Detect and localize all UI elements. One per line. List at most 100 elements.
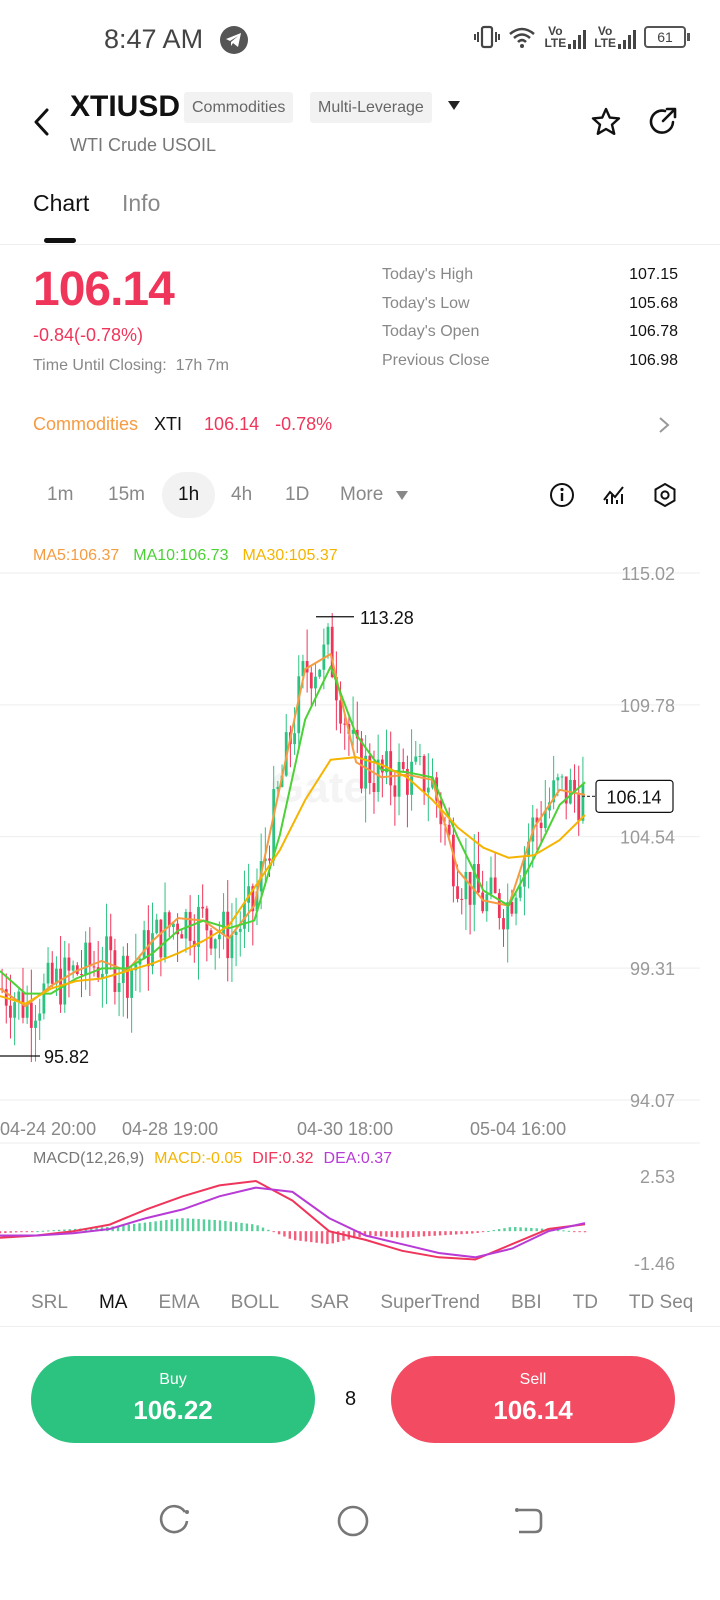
- candle-body: [50, 962, 54, 984]
- recent-apps-icon[interactable]: [159, 1504, 193, 1538]
- candle-body: [205, 908, 209, 931]
- home-icon[interactable]: [336, 1504, 370, 1538]
- candle-body: [217, 934, 221, 940]
- price-chart[interactable]: Gate 115.02 109.78 104.54 99.31 94.07 04-24 …: [0, 540, 720, 1280]
- y-tick-label: 104.54: [620, 828, 675, 848]
- candle-body: [497, 893, 501, 919]
- caret-down-icon[interactable]: [396, 491, 408, 500]
- candle-body: [426, 787, 430, 793]
- candle-body: [201, 906, 205, 909]
- macd-histogram-bar: [465, 1231, 469, 1234]
- macd-histogram-bar: [353, 1231, 356, 1239]
- macd-histogram-bar: [540, 1228, 544, 1232]
- candle-body: [146, 930, 150, 967]
- macd-histogram-bar: [165, 1220, 168, 1232]
- macd-histogram-bar: [567, 1230, 571, 1232]
- candle-body: [573, 779, 576, 794]
- indicator-td-seq[interactable]: TD Seq: [628, 1292, 694, 1313]
- candle-body: [167, 912, 171, 928]
- macd-histogram-bar: [583, 1231, 587, 1233]
- indicator-td[interactable]: TD: [572, 1292, 598, 1313]
- macd-histogram-bar: [374, 1231, 377, 1237]
- timeframe-1m[interactable]: 1m: [47, 484, 74, 505]
- candle-body: [213, 939, 217, 949]
- timeframe-more[interactable]: More: [340, 484, 384, 505]
- y-tick-label: 109.78: [620, 696, 675, 716]
- candle-body: [276, 786, 280, 790]
- buy-price: 106.22: [133, 1395, 213, 1425]
- tab-info[interactable]: Info: [122, 190, 161, 216]
- indicator-selector[interactable]: SRL MA EMA BOLL SAR SuperTrend BBI TD TD…: [0, 1292, 720, 1314]
- sell-label: Sell: [519, 1371, 547, 1388]
- indicator-srl[interactable]: SRL: [31, 1292, 68, 1313]
- macd-legend: MACD(12,26,9) MACD:-0.05 DIF:0.32 DEA:0.…: [33, 1150, 392, 1168]
- candle-body: [468, 871, 472, 905]
- candle-body: [67, 957, 71, 971]
- macd-histogram-bar: [47, 1230, 50, 1232]
- macd-histogram-bar: [127, 1224, 131, 1232]
- timeframe-1d[interactable]: 1D: [285, 484, 310, 505]
- indicator-ma[interactable]: MA: [98, 1292, 128, 1313]
- candle-body: [339, 700, 342, 724]
- timeframe-4h[interactable]: 4h: [231, 484, 253, 505]
- back-arrow-icon[interactable]: [28, 104, 56, 140]
- macd-histogram-bar: [497, 1229, 501, 1232]
- macd-histogram-bar: [315, 1231, 318, 1243]
- macd-histogram-bar: [578, 1231, 581, 1233]
- macd-histogram-bar: [63, 1229, 66, 1232]
- timeframe-15m[interactable]: 15m: [108, 484, 145, 505]
- macd-histogram-bar: [170, 1219, 173, 1232]
- market-change: -0.78%: [275, 414, 333, 434]
- macd-histogram-bar: [175, 1218, 179, 1232]
- macd-histogram-bar: [36, 1231, 39, 1233]
- market-category: Commodities: [33, 414, 139, 434]
- back-nav-icon[interactable]: [511, 1504, 545, 1538]
- candle-body: [71, 965, 75, 971]
- macd-histogram-bar: [240, 1222, 243, 1232]
- macd-histogram-bar: [224, 1220, 227, 1232]
- candle-body: [334, 677, 338, 701]
- macd-histogram-bar: [31, 1231, 34, 1233]
- info-icon[interactable]: [549, 482, 575, 508]
- macd-histogram-bar: [299, 1231, 302, 1241]
- wifi-icon: [509, 27, 536, 48]
- dea-value: DEA:0.37: [323, 1150, 393, 1167]
- candle-body: [556, 777, 560, 781]
- chevron-right-icon[interactable]: [657, 416, 671, 434]
- macd-histogram-bar: [428, 1231, 431, 1237]
- candle-body: [309, 672, 313, 689]
- indicator-ema[interactable]: EMA: [158, 1292, 200, 1313]
- last-price: 106.14: [33, 263, 175, 316]
- caret-down-icon[interactable]: [448, 101, 460, 110]
- candle-body: [159, 919, 163, 958]
- ma30-line: [0, 756, 586, 1005]
- indicator-chart-icon[interactable]: [601, 482, 627, 508]
- candle-body: [489, 877, 493, 895]
- status-indicators: Vo LTE Vo LTE 61: [474, 24, 690, 50]
- candle-body: [80, 974, 83, 976]
- favorite-star-icon[interactable]: [590, 106, 622, 138]
- sell-button[interactable]: Sell 106.14: [391, 1356, 675, 1443]
- sell-price: 106.14: [493, 1395, 573, 1425]
- indicator-boll[interactable]: BOLL: [230, 1292, 280, 1313]
- macd-tick-label: -1.46: [634, 1254, 675, 1274]
- indicator-supertrend[interactable]: SuperTrend: [380, 1292, 480, 1313]
- market-summary-row[interactable]: Commodities XTI 106.14 -0.78%: [33, 414, 332, 435]
- indicator-bbi[interactable]: BBI: [510, 1292, 542, 1313]
- macd-histogram-bar: [14, 1231, 18, 1233]
- settings-icon[interactable]: [652, 482, 678, 508]
- share-icon[interactable]: [648, 106, 678, 136]
- leverage-value[interactable]: 8: [345, 1388, 357, 1410]
- leverage-tag[interactable]: Multi-Leverage: [310, 92, 432, 123]
- buy-button[interactable]: Buy 106.22: [31, 1356, 315, 1443]
- macd-histogram-bar: [138, 1223, 141, 1232]
- candle-body: [485, 894, 489, 912]
- indicator-sar[interactable]: SAR: [310, 1292, 350, 1313]
- watermark: Gate: [270, 763, 368, 812]
- candle-body: [251, 886, 255, 912]
- timeframe-1h[interactable]: 1h: [162, 472, 216, 518]
- tab-chart[interactable]: Chart: [33, 190, 90, 216]
- vibrate-icon: [474, 25, 501, 49]
- macd-histogram-bar: [293, 1231, 297, 1241]
- category-tag: Commodities: [184, 92, 294, 123]
